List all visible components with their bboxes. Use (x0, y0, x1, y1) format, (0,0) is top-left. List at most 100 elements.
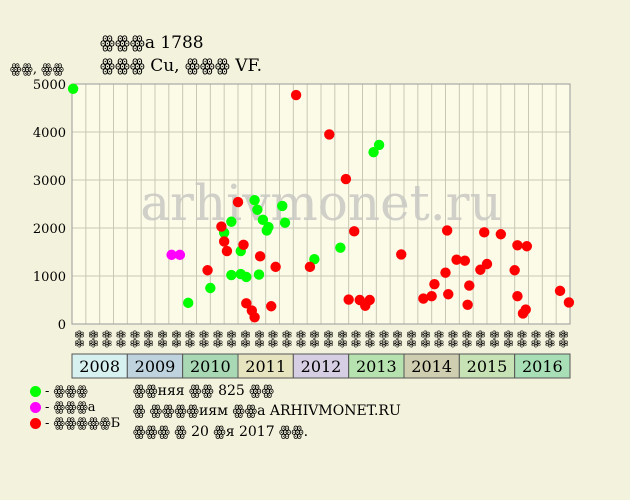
data-point (349, 226, 360, 237)
data-point (464, 280, 475, 291)
year-label: 2016 (522, 357, 563, 376)
data-point (554, 285, 566, 297)
data-point (343, 294, 354, 305)
data-point (253, 269, 265, 280)
data-point (205, 282, 216, 294)
plot-frame (71, 83, 571, 325)
data-point (512, 240, 523, 251)
data-point (226, 269, 237, 281)
quarter-tick-label: ꙮꙮ (226, 330, 237, 348)
green-dot-icon (30, 386, 41, 397)
y-tick-label: 4000 (33, 126, 66, 141)
quarter-tick-label: ꙮꙮ (295, 330, 306, 348)
data-point (364, 294, 375, 306)
data-point (335, 242, 346, 253)
year-label: 2014 (411, 357, 452, 376)
year-band (514, 353, 571, 379)
data-point (238, 239, 249, 250)
year-band (348, 353, 405, 379)
quarter-tick-label: ꙮꙮ (544, 330, 555, 348)
quarter-tick-label: ꙮꙮ (74, 330, 85, 348)
quarter-tick-label: ꙮꙮ (420, 330, 431, 348)
data-point (521, 241, 533, 252)
data-point (252, 204, 263, 215)
year-band (182, 353, 239, 379)
data-point (368, 146, 379, 158)
data-point (459, 255, 471, 266)
magenta-dot-icon (30, 402, 41, 413)
data-point (166, 249, 177, 261)
data-point (563, 297, 575, 308)
chart-title: ꙮꙮꙮa 1788 (100, 33, 204, 53)
quarter-tick-label: ꙮꙮ (254, 330, 265, 348)
quarter-tick-label: ꙮꙮ (337, 330, 348, 348)
data-point (270, 261, 281, 273)
footer-line-3: ꙮꙮꙮ ꙮ 20 ꙮя 2017 ꙮꙮ. (133, 424, 309, 440)
quarter-tick-label: ꙮꙮ (530, 330, 541, 348)
quarter-tick-label: ꙮꙮ (392, 330, 403, 348)
year-label: 2015 (467, 357, 508, 376)
data-point (304, 261, 316, 273)
data-point (426, 290, 437, 302)
quarter-tick-label: ꙮꙮ (364, 330, 375, 348)
watermark: arhivmonet.ru (140, 174, 502, 232)
year-band (237, 353, 294, 379)
chart-subtitle: ꙮꙮꙮ Cu, ꙮꙮꙮ VF. (100, 56, 263, 76)
data-point (495, 229, 507, 240)
year-label: 2012 (301, 357, 342, 376)
data-point (440, 267, 451, 278)
quarter-tick-label: ꙮꙮ (129, 330, 140, 348)
data-point (290, 89, 302, 101)
data-point (441, 225, 453, 236)
year-band (126, 353, 184, 379)
data-point (221, 245, 233, 257)
data-point (509, 265, 520, 276)
data-point (279, 217, 291, 228)
footer-line-2: ꙮ ꙮꙮꙮꙮиям ꙮꙮa ARHIVMONET.RU (133, 403, 401, 419)
data-point (67, 83, 79, 95)
quarter-tick-label: ꙮꙮ (517, 330, 528, 348)
data-point (226, 216, 237, 227)
data-point (429, 278, 440, 290)
data-point (249, 194, 260, 206)
data-point (183, 297, 194, 309)
quarter-tick-label: ꙮꙮ (212, 330, 223, 348)
legend-item-green: - ꙮꙮꙮ (30, 384, 88, 399)
data-point (216, 221, 227, 232)
quarter-tick-label: ꙮꙮ (461, 330, 472, 348)
quarter-tick-label: ꙮꙮ (434, 330, 445, 348)
data-point (396, 249, 407, 260)
y-tick-label: 0 (58, 318, 66, 333)
data-point (266, 301, 277, 312)
y-tick-label: 3000 (33, 174, 66, 189)
quarter-tick-label: ꙮꙮ (309, 330, 320, 348)
data-point (481, 258, 493, 270)
quarter-tick-label: ꙮꙮ (157, 330, 168, 348)
legend-item-red: - ꙮꙮꙮꙮꙮБ (30, 416, 120, 431)
year-label: 2009 (135, 357, 176, 376)
data-point (512, 290, 523, 302)
year-label: 2008 (79, 357, 120, 376)
footer-line-1: ꙮꙮняя ꙮꙮ 825 ꙮꙮ (133, 383, 274, 399)
quarter-tick-label: ꙮꙮ (185, 330, 196, 348)
year-label: 2011 (245, 357, 286, 376)
legend-item-magenta: - ꙮꙮꙮa (30, 400, 96, 415)
quarter-tick-label: ꙮꙮ (171, 330, 182, 348)
data-point (241, 271, 252, 283)
data-point (254, 251, 266, 262)
data-point (232, 196, 244, 208)
legend-label: - ꙮꙮꙮ (45, 384, 88, 399)
quarter-tick-label: ꙮꙮ (351, 330, 362, 348)
quarter-tick-label: ꙮꙮ (143, 330, 154, 348)
quarter-tick-label: ꙮꙮ (281, 330, 292, 348)
quarter-tick-label: ꙮꙮ (268, 330, 279, 348)
quarter-tick-label: ꙮꙮ (406, 330, 417, 348)
quarter-tick-label: ꙮꙮ (198, 330, 209, 348)
data-point (443, 289, 454, 300)
quarter-tick-label: ꙮꙮ (115, 330, 126, 348)
legend-label: - ꙮꙮꙮꙮꙮБ (45, 416, 121, 431)
quarter-tick-label: ꙮꙮ (88, 330, 99, 348)
data-point (277, 200, 288, 212)
y-tick-label: 5000 (33, 78, 66, 93)
